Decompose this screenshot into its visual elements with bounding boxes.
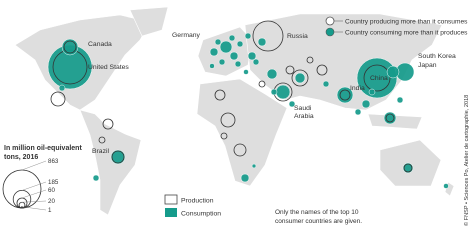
production-circle (258, 80, 266, 88)
producer-annotation: Country producing more than it consumes (345, 19, 468, 26)
production-circle (63, 40, 77, 54)
production-circle (285, 65, 295, 75)
production-circle (50, 91, 66, 107)
production-circle (306, 56, 314, 64)
legend-leader (21, 200, 47, 203)
production-circle (252, 20, 284, 52)
country-label: United States (88, 64, 129, 71)
consumption-circle (251, 163, 257, 169)
annotations: Country producing more than it consumes … (325, 16, 468, 37)
consumption-circle (275, 84, 291, 100)
production-circle (220, 132, 228, 140)
production-swatch (164, 194, 178, 205)
consumption-circle (336, 86, 354, 104)
consumption-circle (396, 96, 404, 104)
consumer-annotation: Country consuming more than it produces (345, 30, 468, 37)
production-label: Production (181, 198, 214, 205)
consumption-circle (266, 68, 278, 80)
consumption-circle (209, 47, 219, 57)
consumption-circle (252, 58, 260, 66)
consumption-circle (402, 162, 414, 174)
country-label: Germany (172, 32, 201, 39)
production-circle (233, 143, 247, 157)
legend-size-circle (20, 206, 24, 209)
country-label: South Korea (418, 53, 456, 60)
consumption-circle (247, 51, 257, 61)
country-label: Japan (418, 62, 437, 69)
country-circles (47, 20, 449, 189)
africa (196, 78, 288, 187)
consumption-circle (234, 60, 242, 68)
consumption-circle (288, 100, 296, 108)
legend-title: In million oil-equivalent (4, 145, 82, 152)
production-circle (316, 64, 328, 76)
legend-size-label: 863 (48, 158, 59, 165)
consumption-circle (61, 38, 79, 56)
consumption-circle (322, 80, 330, 88)
country-label: Canada (88, 41, 112, 48)
oil-map: Canada United States Germany Russia China Sou… (2, 6, 470, 226)
consumption-circle (270, 88, 278, 96)
consumption-circle (240, 173, 250, 183)
legend-size-circle (12, 190, 32, 209)
production-circle (291, 69, 309, 87)
consumption-circle (354, 108, 362, 116)
australia (379, 139, 442, 187)
south-america (79, 109, 142, 216)
legend-leader (21, 206, 47, 211)
production-circle (98, 136, 106, 144)
country-label: Brazil (92, 148, 109, 155)
producer-icon (325, 16, 335, 26)
note: Only the names of the top 10 (275, 209, 359, 216)
consumption-circle (294, 72, 306, 84)
consumption-circle (92, 174, 100, 182)
consumption-circle (218, 58, 226, 66)
country-label: Saudi (294, 105, 312, 112)
production-circle (214, 89, 226, 101)
consumption-circle (443, 183, 449, 189)
consumption-swatch (165, 208, 177, 217)
greenland (129, 6, 169, 37)
legend-size-label: 20 (48, 198, 55, 205)
consumption-circle (219, 40, 233, 54)
consumption-circle (236, 40, 244, 48)
consumption-circle (244, 32, 252, 40)
country-label: Russia (287, 33, 308, 40)
consumption-circle (243, 69, 249, 75)
consumption-label: Consumption (181, 211, 221, 218)
production-circle (220, 112, 236, 128)
consumption-circle (386, 65, 400, 79)
legend: In million oil-equivalent tons, 2016 Pro… (2, 145, 221, 218)
consumption-circle (368, 88, 376, 96)
production-circle (339, 89, 351, 101)
consumption-circle (214, 38, 222, 46)
legend-title: tons, 2016 (4, 154, 38, 161)
production-circle (111, 150, 125, 164)
legend-size-label: 185 (48, 179, 59, 186)
consumption-circle (356, 57, 398, 99)
note: consumer countries are given. (275, 218, 362, 225)
consumption-circle (229, 51, 239, 61)
production-circle (385, 113, 395, 123)
legend-leader (21, 181, 47, 191)
legend-leader (21, 189, 47, 199)
consumption-circle (228, 34, 236, 42)
legend-leader (21, 160, 47, 171)
consumer-icon (325, 27, 335, 37)
credit: © FNSP • Sciences Po, Atelier de cartogr… (463, 95, 470, 226)
consumption-circle (209, 63, 215, 69)
consumption-circle (110, 149, 126, 165)
production-circle (102, 118, 114, 130)
consumption-circle (58, 84, 66, 92)
consumption-circle (361, 99, 371, 109)
country-label: China (370, 75, 388, 82)
legend-size-label: 60 (48, 187, 55, 194)
country-label: India (350, 85, 365, 92)
consumption-circle (257, 37, 267, 47)
country-labels: Canada United States Germany Russia China Sou… (88, 32, 456, 155)
country-label: Arabia (294, 113, 314, 120)
production-circle (363, 64, 391, 92)
legend-size-label: 1 (48, 207, 52, 214)
production-circle (403, 163, 413, 173)
